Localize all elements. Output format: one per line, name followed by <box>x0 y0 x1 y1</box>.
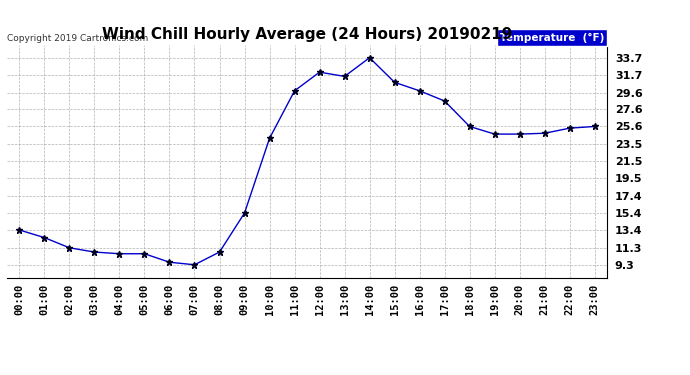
Text: Temperature  (°F): Temperature (°F) <box>500 33 604 43</box>
Title: Wind Chill Hourly Average (24 Hours) 20190219: Wind Chill Hourly Average (24 Hours) 201… <box>102 27 512 42</box>
Text: Copyright 2019 Cartronics.com: Copyright 2019 Cartronics.com <box>7 34 148 43</box>
